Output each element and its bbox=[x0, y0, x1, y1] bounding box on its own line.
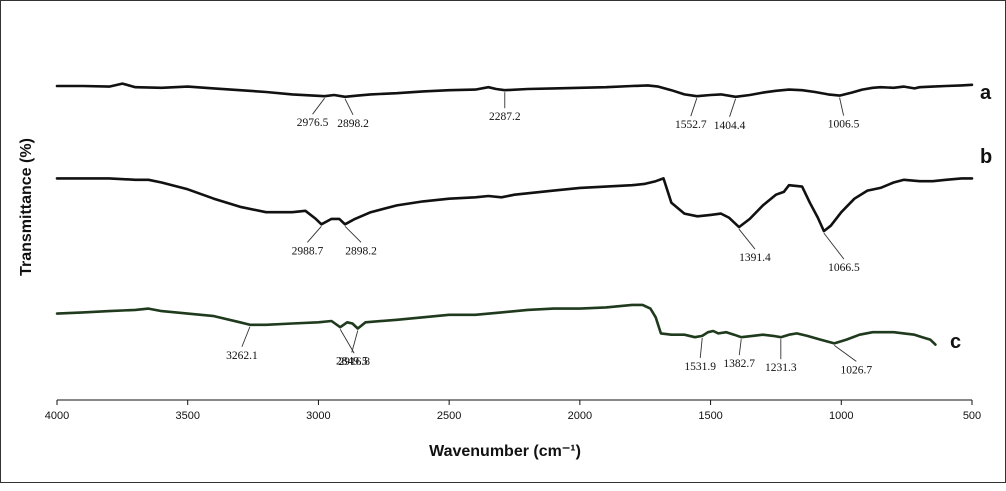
peak-label: 1066.5 bbox=[828, 262, 860, 274]
peak-leader bbox=[351, 330, 359, 353]
peak-label: 2916.8 bbox=[338, 356, 370, 368]
x-tick-label: 3500 bbox=[175, 410, 199, 422]
peak-label: 1531.9 bbox=[684, 361, 716, 373]
curve-letter-b: b bbox=[980, 146, 992, 168]
series-line-c bbox=[55, 303, 937, 346]
x-axis-title: Wavenumber (cm⁻¹) bbox=[429, 443, 581, 460]
x-tick-label: 3000 bbox=[306, 410, 330, 422]
peak-leader bbox=[312, 97, 325, 115]
peak-leader bbox=[834, 344, 857, 362]
peak-leader bbox=[729, 98, 736, 117]
series-line-a bbox=[55, 82, 974, 99]
peak-label: 1006.5 bbox=[828, 119, 860, 131]
curve-letter-a: a bbox=[980, 82, 992, 104]
peak-label: 2898.2 bbox=[337, 118, 369, 130]
peak-leader bbox=[699, 337, 703, 358]
peak-label: 2976.5 bbox=[297, 117, 329, 129]
peak-label: 1391.4 bbox=[739, 252, 771, 264]
x-axis-ticks: 4000 3500 3000 2500 2000 1500 1000 500 bbox=[45, 400, 981, 422]
peak-leader bbox=[738, 339, 742, 356]
peak-label: 1552.7 bbox=[675, 119, 707, 131]
peak-label: 2287.2 bbox=[489, 111, 521, 123]
peak-label: 1026.7 bbox=[840, 364, 872, 376]
x-tick-label: 2000 bbox=[568, 410, 592, 422]
peak-leader bbox=[344, 98, 354, 116]
series-line-b bbox=[55, 177, 974, 233]
x-tick-label: 1500 bbox=[698, 410, 722, 422]
curve-letters: a b c bbox=[950, 82, 992, 353]
peak-label: 1231.3 bbox=[765, 362, 797, 374]
peak-leader bbox=[339, 329, 355, 354]
peak-leader-lines bbox=[241, 92, 857, 362]
x-tick-label: 4000 bbox=[45, 410, 69, 422]
peak-leader bbox=[241, 326, 251, 347]
peak-label: 2988.7 bbox=[292, 245, 324, 257]
spectra-series bbox=[55, 82, 974, 346]
x-tick-label: 500 bbox=[963, 410, 981, 422]
peak-leader bbox=[823, 232, 845, 260]
y-axis-title: Transmittance (%) bbox=[18, 138, 35, 276]
peak-label: 3262.1 bbox=[226, 350, 258, 362]
x-tick-label: 2500 bbox=[437, 410, 461, 422]
curve-letter-c: c bbox=[950, 331, 961, 353]
x-tick-label: 1000 bbox=[829, 410, 853, 422]
peak-leader bbox=[738, 228, 756, 250]
peak-label: 1404.4 bbox=[714, 120, 746, 132]
peak-labels: 2976.5 2898.2 2287.2 1552.7 1404.4 1006.5 2988… bbox=[226, 111, 872, 376]
peak-label: 1382.7 bbox=[723, 358, 755, 370]
peak-label: 2898.2 bbox=[345, 245, 377, 257]
peak-label: 2849.5 bbox=[336, 355, 368, 367]
peak-leader bbox=[307, 226, 322, 243]
peak-leader bbox=[690, 98, 698, 117]
peak-leader bbox=[344, 226, 362, 243]
peak-leader bbox=[839, 97, 845, 116]
